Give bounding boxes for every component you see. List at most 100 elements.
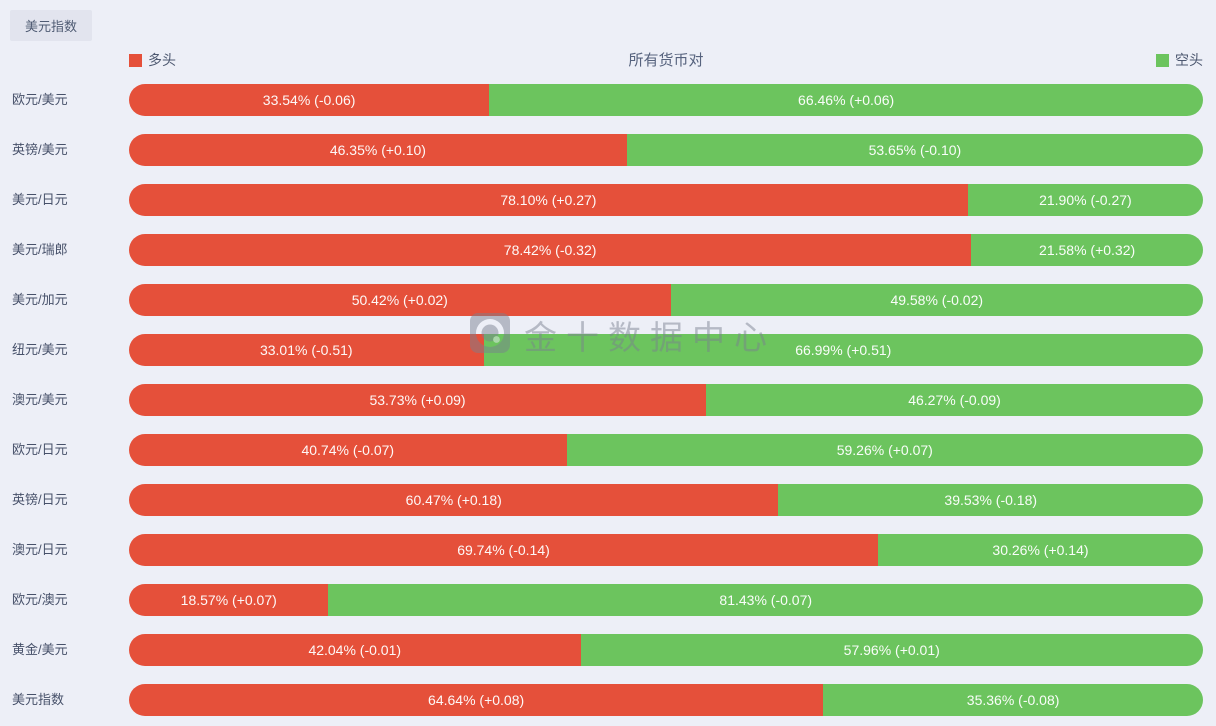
position-bar: 53.73% (+0.09) 46.27% (-0.09) bbox=[129, 384, 1203, 416]
table-row: 美元/加元 50.42% (+0.02) 49.58% (-0.02) bbox=[0, 275, 1216, 325]
long-value: 42.04% (-0.01) bbox=[308, 642, 402, 658]
long-segment[interactable]: 69.74% (-0.14) bbox=[129, 534, 878, 566]
table-row: 澳元/日元 69.74% (-0.14) 30.26% (+0.14) bbox=[0, 525, 1216, 575]
position-bar: 33.54% (-0.06) 66.46% (+0.06) bbox=[129, 84, 1203, 116]
table-row: 美元指数 64.64% (+0.08) 35.36% (-0.08) bbox=[0, 675, 1216, 725]
short-segment[interactable]: 30.26% (+0.14) bbox=[878, 534, 1203, 566]
currency-pair-label: 欧元/日元 bbox=[12, 442, 68, 457]
chart-header: 多头 所有货币对 空头 bbox=[129, 49, 1203, 69]
short-value: 66.99% (+0.51) bbox=[795, 342, 892, 358]
table-row: 英镑/美元 46.35% (+0.10) 53.65% (-0.10) bbox=[0, 125, 1216, 175]
currency-pair-label: 纽元/美元 bbox=[12, 342, 68, 357]
position-bar: 60.47% (+0.18) 39.53% (-0.18) bbox=[129, 484, 1203, 516]
table-row: 欧元/澳元 18.57% (+0.07) 81.43% (-0.07) bbox=[0, 575, 1216, 625]
short-segment[interactable]: 66.99% (+0.51) bbox=[483, 334, 1203, 366]
short-value: 21.90% (-0.27) bbox=[1039, 192, 1132, 208]
long-segment[interactable]: 33.01% (-0.51) bbox=[129, 334, 484, 366]
long-segment[interactable]: 18.57% (+0.07) bbox=[129, 584, 329, 616]
short-value: 66.46% (+0.06) bbox=[798, 92, 895, 108]
short-segment[interactable]: 21.58% (+0.32) bbox=[971, 234, 1203, 266]
short-value: 59.26% (+0.07) bbox=[836, 442, 933, 458]
short-segment[interactable]: 57.96% (+0.01) bbox=[580, 634, 1203, 666]
short-value: 81.43% (-0.07) bbox=[719, 592, 813, 608]
long-segment[interactable]: 40.74% (-0.07) bbox=[129, 434, 567, 466]
short-value: 53.65% (-0.10) bbox=[868, 142, 962, 158]
long-value: 78.42% (-0.32) bbox=[503, 242, 597, 258]
short-segment[interactable]: 49.58% (-0.02) bbox=[670, 284, 1203, 316]
short-legend-swatch-icon bbox=[1156, 53, 1169, 67]
legend-long: 多头 bbox=[129, 50, 176, 70]
rows: 欧元/美元 33.54% (-0.06) 66.46% (+0.06) 英镑/美元 46… bbox=[0, 75, 1216, 725]
long-value: 50.42% (+0.02) bbox=[351, 292, 448, 308]
long-legend-swatch-icon bbox=[129, 53, 142, 67]
currency-pair-label: 美元指数 bbox=[12, 692, 65, 707]
currency-pair-label: 美元/日元 bbox=[12, 192, 68, 207]
table-row: 欧元/日元 40.74% (-0.07) 59.26% (+0.07) bbox=[0, 425, 1216, 475]
long-segment[interactable]: 60.47% (+0.18) bbox=[129, 484, 779, 516]
long-value: 46.35% (+0.10) bbox=[329, 142, 426, 158]
legend-short-label: 空头 bbox=[1175, 52, 1203, 68]
currency-pair-label: 澳元/美元 bbox=[12, 392, 68, 407]
position-bar: 46.35% (+0.10) 53.65% (-0.10) bbox=[129, 134, 1203, 166]
position-bar: 69.74% (-0.14) 30.26% (+0.14) bbox=[129, 534, 1203, 566]
currency-pair-label: 欧元/澳元 bbox=[12, 592, 68, 607]
table-row: 美元/日元 78.10% (+0.27) 21.90% (-0.27) bbox=[0, 175, 1216, 225]
currency-pair-label: 英镑/美元 bbox=[12, 142, 68, 157]
legend-long-label: 多头 bbox=[148, 52, 176, 68]
table-row: 英镑/日元 60.47% (+0.18) 39.53% (-0.18) bbox=[0, 475, 1216, 525]
long-value: 60.47% (+0.18) bbox=[405, 492, 502, 508]
tab-usd-index[interactable]: 美元指数 bbox=[10, 10, 93, 41]
short-segment[interactable]: 66.46% (+0.06) bbox=[489, 84, 1203, 116]
short-segment[interactable]: 21.90% (-0.27) bbox=[967, 184, 1203, 216]
short-value: 35.36% (-0.08) bbox=[966, 692, 1060, 708]
long-segment[interactable]: 78.42% (-0.32) bbox=[129, 234, 972, 266]
long-segment[interactable]: 53.73% (+0.09) bbox=[129, 384, 707, 416]
short-segment[interactable]: 39.53% (-0.18) bbox=[778, 484, 1203, 516]
position-bar: 78.10% (+0.27) 21.90% (-0.27) bbox=[129, 184, 1203, 216]
position-bar: 42.04% (-0.01) 57.96% (+0.01) bbox=[129, 634, 1203, 666]
short-value: 49.58% (-0.02) bbox=[890, 292, 984, 308]
table-row: 黄金/美元 42.04% (-0.01) 57.96% (+0.01) bbox=[0, 625, 1216, 675]
table-row: 欧元/美元 33.54% (-0.06) 66.46% (+0.06) bbox=[0, 75, 1216, 125]
currency-pair-label: 英镑/日元 bbox=[12, 492, 68, 507]
long-value: 64.64% (+0.08) bbox=[428, 692, 525, 708]
long-value: 33.54% (-0.06) bbox=[262, 92, 356, 108]
table-row: 美元/瑞郎 78.42% (-0.32) 21.58% (+0.32) bbox=[0, 225, 1216, 275]
long-segment[interactable]: 78.10% (+0.27) bbox=[129, 184, 968, 216]
long-segment[interactable]: 46.35% (+0.10) bbox=[129, 134, 627, 166]
long-segment[interactable]: 50.42% (+0.02) bbox=[129, 284, 671, 316]
long-segment[interactable]: 64.64% (+0.08) bbox=[129, 684, 824, 716]
position-bar: 50.42% (+0.02) 49.58% (-0.02) bbox=[129, 284, 1203, 316]
currency-pair-label: 美元/瑞郎 bbox=[12, 242, 68, 257]
short-value: 30.26% (+0.14) bbox=[992, 542, 1089, 558]
short-segment[interactable]: 59.26% (+0.07) bbox=[566, 434, 1203, 466]
short-segment[interactable]: 81.43% (-0.07) bbox=[328, 584, 1203, 616]
short-value: 46.27% (-0.09) bbox=[908, 392, 1001, 408]
short-value: 57.96% (+0.01) bbox=[843, 642, 940, 658]
position-bar: 18.57% (+0.07) 81.43% (-0.07) bbox=[129, 584, 1203, 616]
short-segment[interactable]: 53.65% (-0.10) bbox=[626, 134, 1203, 166]
long-value: 40.74% (-0.07) bbox=[301, 442, 395, 458]
currency-pair-label: 黄金/美元 bbox=[12, 642, 68, 657]
position-bar: 33.01% (-0.51) 66.99% (+0.51) bbox=[129, 334, 1203, 366]
long-value: 33.01% (-0.51) bbox=[259, 342, 353, 358]
short-segment[interactable]: 35.36% (-0.08) bbox=[823, 684, 1203, 716]
short-value: 21.58% (+0.32) bbox=[1039, 242, 1136, 258]
table-row: 纽元/美元 33.01% (-0.51) 66.99% (+0.51) bbox=[0, 325, 1216, 375]
legend-short: 空头 bbox=[1150, 50, 1203, 70]
long-value: 69.74% (-0.14) bbox=[457, 542, 550, 558]
long-segment[interactable]: 42.04% (-0.01) bbox=[129, 634, 581, 666]
table-row: 澳元/美元 53.73% (+0.09) 46.27% (-0.09) bbox=[0, 375, 1216, 425]
position-bar: 40.74% (-0.07) 59.26% (+0.07) bbox=[129, 434, 1203, 466]
currency-pair-label: 美元/加元 bbox=[12, 292, 68, 307]
position-bar: 64.64% (+0.08) 35.36% (-0.08) bbox=[129, 684, 1203, 716]
long-value: 18.57% (+0.07) bbox=[180, 592, 277, 608]
short-value: 39.53% (-0.18) bbox=[944, 492, 1038, 508]
currency-pair-label: 澳元/日元 bbox=[12, 542, 68, 557]
chart-title: 所有货币对 bbox=[628, 52, 704, 69]
currency-pair-label: 欧元/美元 bbox=[12, 92, 68, 107]
long-segment[interactable]: 33.54% (-0.06) bbox=[129, 84, 490, 116]
long-value: 53.73% (+0.09) bbox=[369, 392, 466, 408]
short-segment[interactable]: 46.27% (-0.09) bbox=[706, 384, 1203, 416]
long-value: 78.10% (+0.27) bbox=[500, 192, 597, 208]
